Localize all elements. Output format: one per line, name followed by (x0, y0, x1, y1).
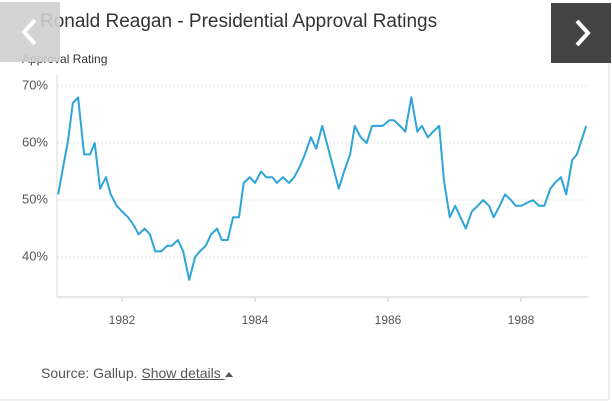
x-tick-label: 1988 (508, 313, 535, 327)
show-details-link[interactable]: Show details (141, 365, 233, 381)
next-button[interactable] (551, 3, 611, 63)
x-tick-label: 1986 (375, 313, 402, 327)
y-tick-label: 70% (22, 77, 48, 92)
arrow-right (575, 19, 591, 47)
y-tick-label: 50% (22, 191, 48, 206)
x-tick-label: 1982 (109, 313, 136, 327)
y-tick-label: 60% (22, 134, 48, 149)
show-details-text: Show details (141, 365, 221, 381)
caret-icon (224, 372, 233, 378)
next-icon (575, 19, 591, 47)
x-tick-label: 1984 (242, 313, 269, 327)
y-tick-label: 40% (22, 249, 48, 264)
caret (224, 372, 233, 378)
arrow-left (21, 18, 37, 46)
source-text: Source: Gallup. (41, 365, 138, 381)
previous-icon (21, 18, 37, 46)
chart-title: Ronald Reagan - Presidential Approval Ra… (40, 11, 437, 32)
data-line (57, 96, 588, 281)
previous-button[interactable] (0, 2, 60, 62)
source-line: Source: Gallup. Show details (41, 365, 233, 381)
